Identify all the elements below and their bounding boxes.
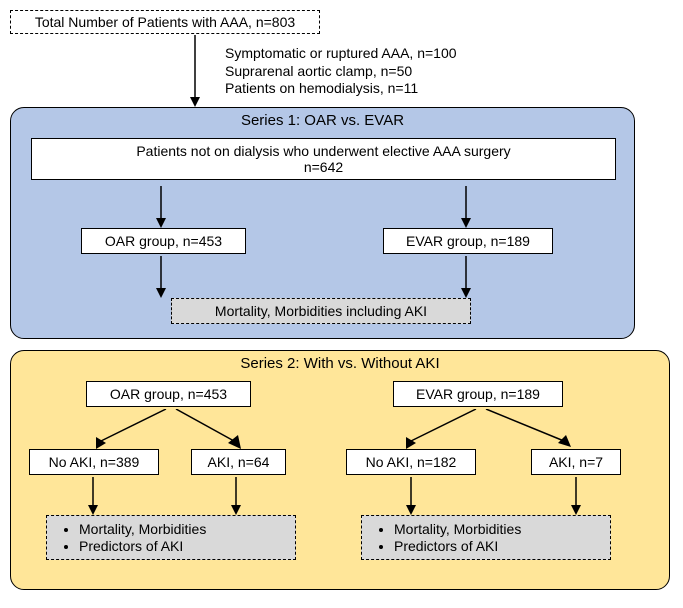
- series2-oar-aki-text: AKI, n=64: [208, 454, 270, 470]
- exclusions-block: Symptomatic or ruptured AAA, n=100 Supra…: [225, 45, 457, 98]
- series2-outcome-left: Mortality, Morbidities Predictors of AKI: [46, 515, 296, 560]
- series2-oar-text: OAR group, n=453: [110, 386, 227, 402]
- series2-evar-aki-text: AKI, n=7: [549, 454, 603, 470]
- series2-evar-aki-box: AKI, n=7: [531, 449, 621, 475]
- flowchart-root: Total Number of Patients with AAA, n=803…: [10, 10, 673, 598]
- series1-title: Series 1: OAR vs. EVAR: [11, 108, 634, 133]
- series1-outcome-box: Mortality, Morbidities including AKI: [171, 298, 471, 324]
- series2-right-bullet2: Predictors of AKI: [394, 538, 602, 554]
- series2-title: Series 2: With vs. Without AKI: [11, 351, 669, 376]
- arrow-evar-to-outcome: [456, 256, 476, 298]
- series1-main-line2: n=642: [36, 159, 611, 175]
- arrow-oar-noaki-down: [83, 477, 103, 515]
- series1-outcome-text: Mortality, Morbidities including AKI: [215, 303, 427, 319]
- series2-outcome-right: Mortality, Morbidities Predictors of AKI: [361, 515, 611, 560]
- arrow-evar-noaki-down: [401, 477, 421, 515]
- series1-panel: Series 1: OAR vs. EVAR Patients not on d…: [10, 107, 635, 339]
- series2-evar-noaki-box: No AKI, n=182: [346, 449, 476, 475]
- arrow-evar-to-noaki: [396, 409, 486, 451]
- arrow-evar-to-aki: [476, 409, 586, 451]
- arrow-oar-to-noaki: [86, 409, 176, 451]
- exclusion-line1: Symptomatic or ruptured AAA, n=100: [225, 45, 457, 63]
- exclusion-line2: Suprarenal aortic clamp, n=50: [225, 63, 457, 81]
- arrow-top-to-series1: [185, 35, 205, 107]
- series2-evar-box: EVAR group, n=189: [393, 381, 563, 407]
- arrow-evar-aki-down: [566, 477, 586, 515]
- series2-evar-noaki-text: No AKI, n=182: [366, 454, 457, 470]
- series2-panel: Series 2: With vs. Without AKI OAR group…: [10, 350, 670, 590]
- series2-right-bullet1: Mortality, Morbidities: [394, 521, 602, 537]
- series2-oar-noaki-box: No AKI, n=389: [29, 449, 159, 475]
- arrow-main-to-evar: [456, 186, 476, 228]
- top-total-box: Total Number of Patients with AAA, n=803: [10, 10, 320, 34]
- series2-left-bullet1: Mortality, Morbidities: [79, 521, 287, 537]
- series1-evar-text: EVAR group, n=189: [406, 233, 530, 249]
- series2-oar-box: OAR group, n=453: [86, 381, 251, 407]
- exclusion-line3: Patients on hemodialysis, n=11: [225, 80, 457, 98]
- series1-evar-box: EVAR group, n=189: [383, 228, 553, 254]
- series2-evar-text: EVAR group, n=189: [416, 386, 540, 402]
- series1-main-box: Patients not on dialysis who underwent e…: [31, 138, 616, 180]
- arrow-main-to-oar: [151, 186, 171, 228]
- arrow-oar-aki-down: [226, 477, 246, 515]
- arrow-oar-to-aki: [166, 409, 256, 451]
- series1-main-line1: Patients not on dialysis who underwent e…: [36, 143, 611, 159]
- series1-oar-text: OAR group, n=453: [105, 233, 222, 249]
- series1-oar-box: OAR group, n=453: [81, 228, 246, 254]
- series2-left-bullet2: Predictors of AKI: [79, 538, 287, 554]
- top-total-text: Total Number of Patients with AAA, n=803: [35, 14, 295, 30]
- series2-oar-aki-box: AKI, n=64: [191, 449, 286, 475]
- series2-oar-noaki-text: No AKI, n=389: [49, 454, 140, 470]
- arrow-oar-to-outcome: [151, 256, 171, 298]
